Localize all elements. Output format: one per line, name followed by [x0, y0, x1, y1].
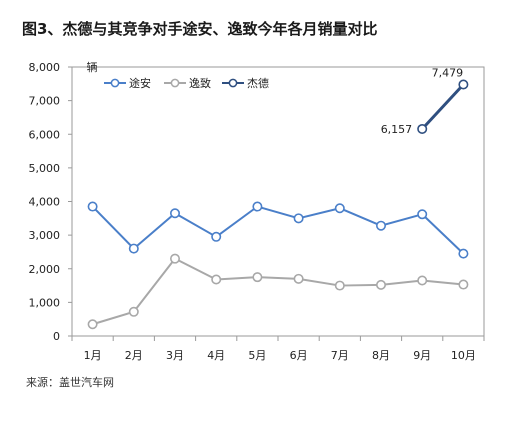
- x-tick-label: 3月: [166, 349, 184, 362]
- data-point: [87, 201, 98, 212]
- chart-title: 图3、杰德与其竞争对手途安、逸致今年各月销量对比: [22, 20, 378, 38]
- series-line: [421, 83, 465, 130]
- y-tick-label: 7,000: [29, 95, 61, 108]
- legend-swatch-marker: [110, 78, 120, 88]
- data-point: [458, 79, 469, 90]
- series-line: [92, 257, 464, 326]
- data-point: [375, 279, 386, 290]
- data-point: [128, 243, 139, 254]
- data-point: [128, 306, 139, 317]
- y-tick-label: 3,000: [29, 229, 61, 242]
- data-point: [417, 123, 428, 134]
- y-tick-label: 0: [53, 330, 60, 343]
- data-point: [334, 203, 345, 214]
- data-point: [252, 272, 263, 283]
- legend-label: 逸致: [189, 76, 211, 90]
- y-tick-label: 2,000: [29, 263, 61, 276]
- x-tick-label: 7月: [331, 349, 349, 362]
- data-point: [417, 209, 428, 220]
- data-point: [211, 274, 222, 285]
- data-label: 6,157: [381, 123, 413, 136]
- x-tick-label: 4月: [207, 349, 225, 362]
- plot-area-frame: [71, 66, 485, 337]
- data-label: 7,479: [432, 67, 464, 80]
- y-tick-label: 8,000: [29, 61, 61, 74]
- data-point: [87, 319, 98, 330]
- legend-label: 杰德: [247, 76, 269, 90]
- data-point: [252, 201, 263, 212]
- x-tick-label: 5月: [248, 349, 266, 362]
- y-tick-label: 1,000: [29, 296, 61, 309]
- data-point: [417, 275, 428, 286]
- data-point: [170, 208, 181, 219]
- data-point: [170, 253, 181, 264]
- x-tick-label: 10月: [451, 349, 476, 362]
- y-tick-label: 5,000: [29, 162, 61, 175]
- x-tick-label: 8月: [372, 349, 390, 362]
- x-tick-label: 1月: [84, 349, 102, 362]
- x-tick-label: 9月: [413, 349, 431, 362]
- data-point: [293, 213, 304, 224]
- y-axis-label: 辆: [87, 60, 98, 74]
- y-tick-label: 4,000: [29, 196, 61, 209]
- x-tick-label: 6月: [290, 349, 308, 362]
- data-point: [375, 220, 386, 231]
- data-point: [458, 248, 469, 259]
- x-tick-label: 2月: [125, 349, 143, 362]
- series-line: [91, 205, 465, 255]
- legend-swatch-marker: [170, 78, 180, 88]
- legend-swatch-marker: [228, 78, 238, 88]
- source-note: 来源：盖世汽车网: [26, 376, 114, 389]
- y-tick-label: 6,000: [29, 128, 61, 141]
- data-point: [293, 273, 304, 284]
- data-point: [458, 279, 469, 290]
- data-point: [334, 280, 345, 291]
- data-point: [211, 231, 222, 242]
- legend-label: 途安: [129, 76, 151, 90]
